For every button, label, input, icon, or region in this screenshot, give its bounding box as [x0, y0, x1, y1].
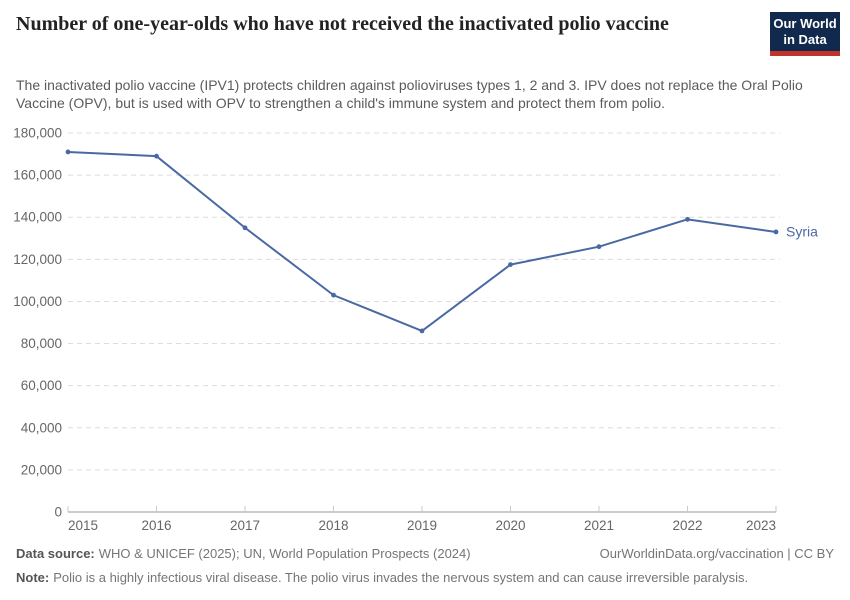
data-point — [242, 225, 248, 231]
y-axis-tick-label: 140,000 — [13, 210, 62, 225]
y-axis-tick-label: 100,000 — [13, 294, 62, 309]
y-axis-tick-label: 0 — [54, 505, 62, 520]
data-point — [331, 292, 336, 298]
chart-subtitle: The inactivated polio vaccine (IPV1) pro… — [16, 77, 803, 111]
data-point — [154, 153, 159, 159]
data-line-syria — [67, 150, 777, 332]
data-point — [65, 149, 71, 155]
data-point — [596, 244, 602, 250]
y-axis-tick-label: 60,000 — [21, 378, 62, 393]
note-text: Polio is a highly infectious viral disea… — [53, 570, 749, 585]
credit-link[interactable]: OurWorldinData.org/vaccination | CC BY — [599, 546, 834, 561]
x-axis-tick-label: 2018 — [318, 518, 348, 533]
y-axis-tick-label: 160,000 — [13, 168, 62, 183]
x-axis-tick-label: 2023 — [746, 518, 776, 533]
data-point — [685, 216, 690, 222]
x-axis-tick-label: 2019 — [407, 518, 437, 533]
data-point — [419, 328, 425, 334]
x-axis-tick-label: 2020 — [495, 518, 525, 533]
x-axis-tick-label: 2016 — [141, 518, 171, 533]
data-source-text: WHO & UNICEF (2025); UN, World Populatio… — [98, 546, 471, 561]
page-title: Number of one-year-olds who have not rec… — [16, 13, 669, 35]
y-axis-tick-label: 20,000 — [21, 462, 62, 477]
x-axis-tick-label: 2017 — [230, 518, 260, 533]
owid-logo-line1: Our World — [773, 16, 837, 31]
series-end-label: Syria — [786, 223, 818, 239]
x-axis-tick-label: 2021 — [584, 518, 614, 533]
owid-logo: Our World in Data — [770, 12, 840, 56]
y-axis-tick-label: 40,000 — [21, 420, 62, 435]
y-axis-tick-label: 120,000 — [13, 252, 62, 267]
data-point — [773, 229, 779, 235]
y-axis-tick-label: 80,000 — [21, 336, 62, 351]
data-point — [508, 262, 513, 267]
note-label: Note: — [16, 570, 50, 585]
owid-logo-line2: in Data — [783, 32, 827, 47]
data-source-line: Data source: WHO & UNICEF (2025); UN, Wor… — [16, 546, 471, 562]
data-source-label: Data source: — [16, 546, 95, 561]
y-axis-tick-label: 180,000 — [13, 126, 62, 141]
note-line: Note: Polio is a highly infectious viral … — [16, 570, 748, 586]
x-axis-tick-label: 2022 — [672, 518, 702, 533]
x-axis-tick-label: 2015 — [68, 518, 98, 533]
